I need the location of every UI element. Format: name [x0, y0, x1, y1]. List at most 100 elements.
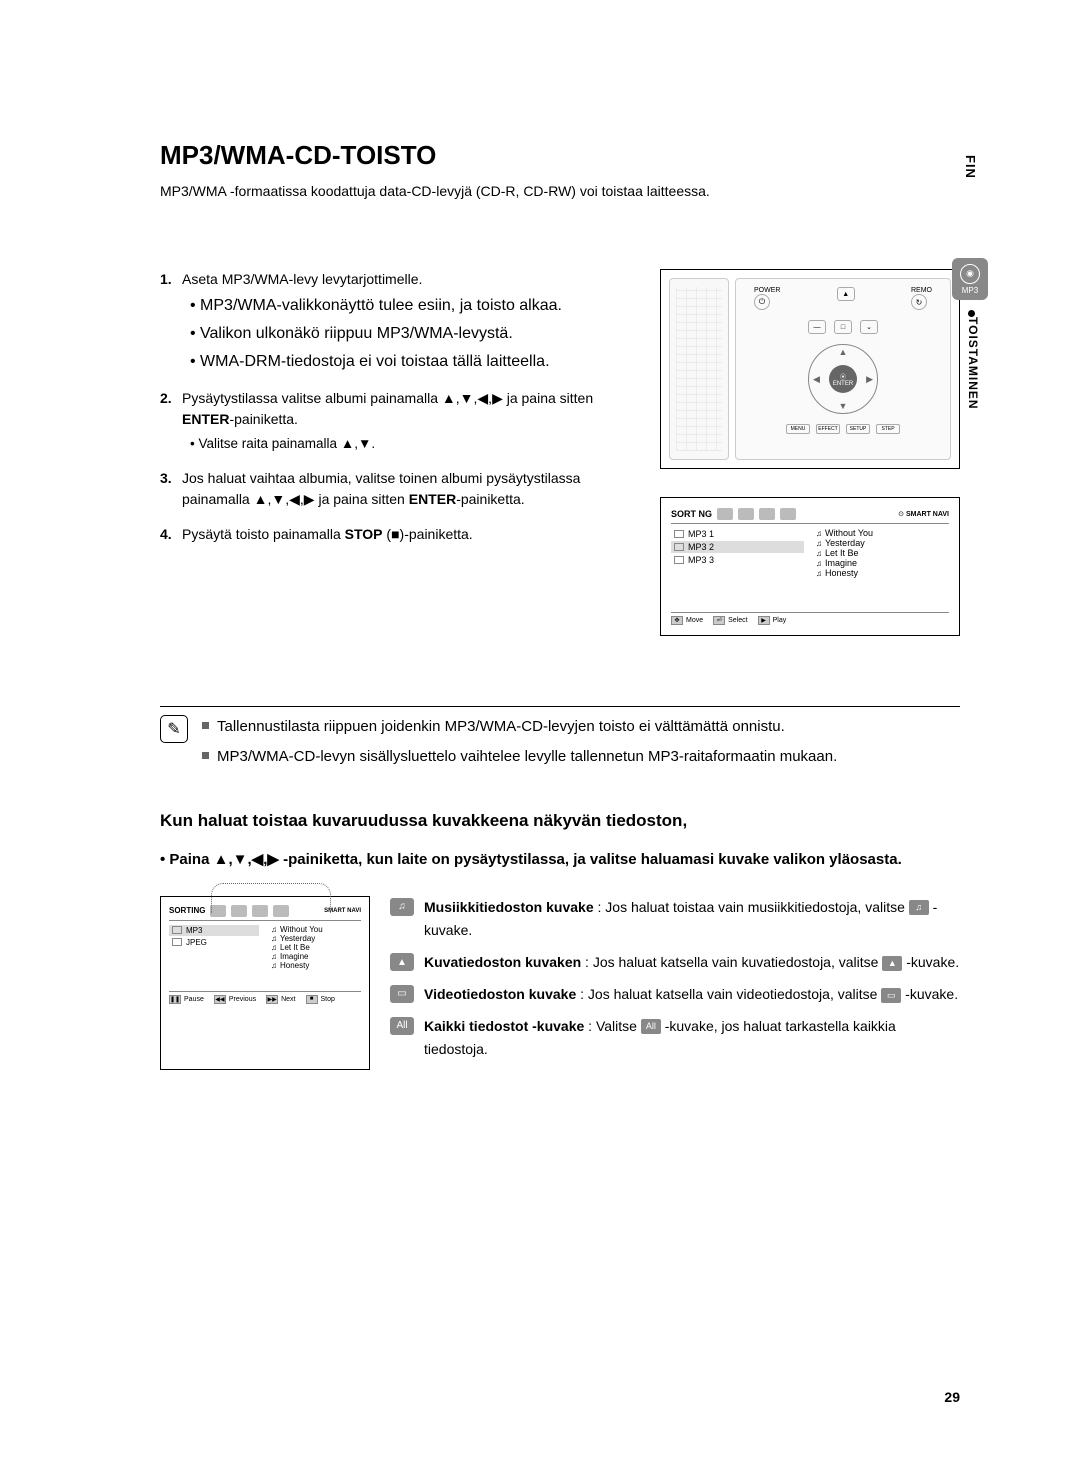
play-small-button: □: [834, 320, 852, 334]
next-button: ⌄: [860, 320, 878, 334]
music-file-icon: ♫: [390, 898, 414, 916]
power-button: ⏻: [754, 294, 770, 310]
footer-label: Select: [728, 617, 747, 624]
stop-icon: [391, 526, 399, 542]
footer-pause: ❚❚Pause: [169, 995, 204, 1004]
setup-button: SETUP: [846, 424, 870, 434]
note-list: Tallennustilasta riippuen joidenkin MP3/…: [202, 715, 837, 775]
section-label: TOISTAMINEN: [966, 317, 980, 410]
folder-item-selected: MP3: [169, 925, 259, 936]
folder-icon: [674, 530, 684, 538]
tracks-column: Without You Yesterday Let It Be Imagine …: [271, 925, 361, 987]
screen-diagram-2: SORTING SMART NAVI MP3 JPEG Without You …: [160, 896, 370, 1071]
dotted-callout: [211, 883, 331, 913]
track-item: Yesterday: [816, 538, 949, 548]
legend-text: Kuvatiedoston kuvaken : Jos haluat katse…: [424, 951, 959, 975]
legend-desc: : Valitse: [584, 1018, 641, 1034]
up-arrow-icon: [214, 851, 229, 868]
folder-icon: [674, 543, 684, 551]
step-number: 3.: [160, 468, 172, 489]
all-files-icon: All: [641, 1019, 661, 1034]
remote-bottom-row: MENU EFFECT SETUP STEP: [786, 424, 900, 434]
disc-icon: ◉: [960, 264, 980, 284]
step-text: Pysäytystilassa valitse albumi painamall…: [182, 390, 442, 406]
bullet-icon: [202, 752, 209, 759]
sub-instruction-text: • Paina: [160, 851, 214, 868]
legend-row-all: All Kaikki tiedostot -kuvake : Valitse A…: [390, 1015, 960, 1063]
down-arrow-icon: [271, 491, 285, 507]
folder-icon: [674, 556, 684, 564]
instructions-list: 1. Aseta MP3/WMA-levy levytarjottimelle.…: [160, 269, 630, 636]
power-label: POWER: [754, 287, 780, 294]
step-bullet: • Valikon ulkonäkö riippuu MP3/WMA-levys…: [190, 322, 630, 346]
image-file-icon: ▲: [390, 953, 414, 971]
prev-button: —: [808, 320, 826, 334]
legend-text: Videotiedoston kuvake : Jos haluat katse…: [424, 983, 958, 1007]
sub-instruction-text: -painiketta, kun laite on pysäytystilass…: [279, 851, 902, 868]
eject-button: ▲: [837, 287, 855, 301]
folder-item: MP3 1: [671, 528, 804, 540]
track-item: Honesty: [271, 961, 361, 970]
step-text: )-painiketta.: [400, 526, 473, 542]
step-2: 2. Pysäytystilassa valitse albumi painam…: [160, 388, 630, 454]
sorting-label: SORT NG: [671, 509, 712, 519]
folder-item: MP3 3: [671, 554, 804, 566]
right-arrow-icon: [492, 390, 503, 406]
video-file-icon: ▭: [390, 985, 414, 1003]
step-4: 4. Pysäytä toisto painamalla STOP ()-pai…: [160, 524, 630, 545]
folder-label: MP3: [186, 926, 202, 935]
up-arrow-icon: [254, 491, 268, 507]
remote-large-view: POWER ⏻ ▲ REMO ↻ — □ ⌄ ▲ ▼: [735, 278, 951, 460]
down-arrow-icon: [358, 436, 371, 451]
main-content: 1. Aseta MP3/WMA-levy levytarjottimelle.…: [160, 269, 960, 636]
track-item: Yesterday: [271, 934, 361, 943]
step-number: 1.: [160, 269, 172, 290]
right-arrow-icon: [304, 491, 315, 507]
page-title: MP3/WMA-CD-TOISTO: [160, 140, 960, 171]
stop-label: STOP: [345, 526, 383, 542]
legend-desc: : Jos haluat katsella vain kuvatiedostoj…: [581, 954, 882, 970]
step-text: Aseta MP3/WMA-levy levytarjottimelle.: [182, 271, 422, 287]
legend-suffix: -kuvake.: [901, 986, 958, 1002]
remote-diagram: POWER ⏻ ▲ REMO ↻ — □ ⌄ ▲ ▼: [660, 269, 960, 469]
legend-row-music: ♫ Musiikkitiedoston kuvake : Jos haluat …: [390, 896, 960, 944]
nav-left-icon: ◀: [813, 374, 820, 385]
folder-item-selected: MP3 2: [671, 541, 804, 553]
enter-button: ⦿ENTER: [829, 365, 857, 393]
footer-label: Stop: [321, 996, 335, 1003]
remote-small-view: [669, 278, 729, 460]
footer-previous: ◀◀Previous: [214, 995, 256, 1004]
legend-label: Kuvatiedoston kuvaken: [424, 954, 581, 970]
step-text: -painiketta.: [229, 411, 297, 427]
legend-row-image: ▲ Kuvatiedoston kuvaken : Jos haluat kat…: [390, 951, 960, 975]
section-tab: TOISTAMINEN: [966, 310, 980, 410]
screen-body: MP3 1 MP3 2 MP3 3 Without You Yesterday …: [671, 528, 949, 608]
legend-label: Musiikkitiedoston kuvake: [424, 899, 594, 915]
left-arrow-icon: [289, 491, 300, 507]
remo-button: ↻: [911, 294, 927, 310]
step-button: STEP: [876, 424, 900, 434]
folder-item: JPEG: [169, 937, 259, 948]
intro-text: MP3/WMA -formaatissa koodattuja data-CD-…: [160, 183, 960, 199]
screen-header: SORT NG ⊙ SMART NAVI: [671, 508, 949, 524]
track-item: Let It Be: [271, 943, 361, 952]
image-filter-icon: [738, 508, 754, 520]
footer-move: ✥Move: [671, 616, 703, 625]
effect-button: EFFECT: [816, 424, 840, 434]
enter-label: ENTER: [182, 411, 229, 427]
note-icon: ✎: [160, 715, 188, 743]
up-arrow-icon: [442, 390, 456, 406]
nav-wheel: ▲ ▼ ◀ ▶ ⦿ENTER: [808, 344, 878, 414]
track-item: Honesty: [816, 568, 949, 578]
step-text: -painiketta.: [456, 491, 524, 507]
track-item: Let It Be: [816, 548, 949, 558]
screen-body: MP3 JPEG Without You Yesterday Let It Be…: [169, 925, 361, 987]
page-number: 29: [944, 1389, 960, 1405]
footer-play: ▶Play: [758, 616, 787, 625]
step-bullet: • WMA-DRM-tiedostoja ei voi toistaa täll…: [190, 350, 630, 374]
sorting-label: SORTING: [169, 906, 205, 915]
right-arrow-icon: [267, 851, 279, 868]
footer-stop: ■Stop: [306, 995, 335, 1004]
next-icon: ▶▶: [266, 995, 278, 1004]
video-filter-icon: [759, 508, 775, 520]
